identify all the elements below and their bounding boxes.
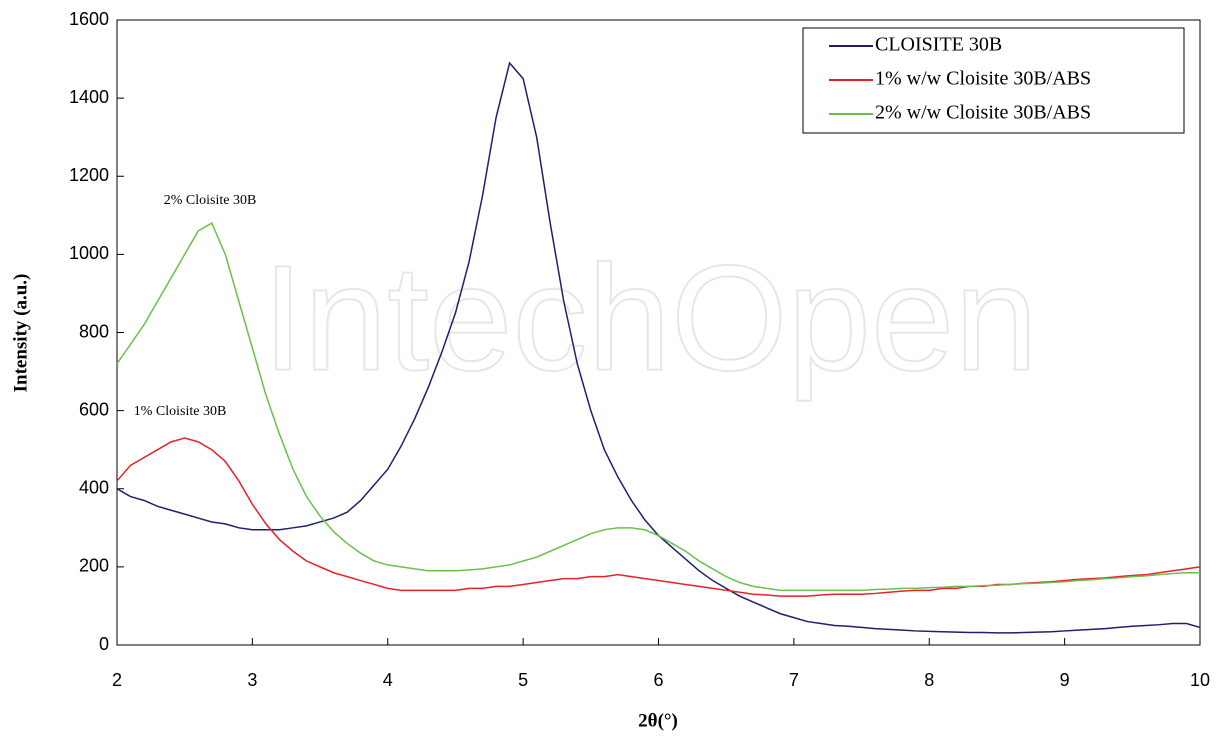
x-tick-label: 10 — [1190, 670, 1210, 690]
legend-label: CLOISITE 30B — [875, 34, 1002, 56]
y-tick-label: 0 — [99, 634, 109, 654]
watermark: IntechOpen — [262, 234, 1038, 402]
y-tick-label: 200 — [79, 556, 109, 576]
y-tick-label: 400 — [79, 478, 109, 498]
y-tick-label: 800 — [79, 321, 109, 341]
annotation: 2% Cloisite 30B — [164, 193, 257, 208]
x-tick-label: 4 — [383, 670, 393, 690]
x-tick-label: 9 — [1060, 670, 1070, 690]
legend-label: 1% w/w Cloisite 30B/ABS — [875, 68, 1091, 90]
y-tick-label: 600 — [79, 399, 109, 419]
x-tick-label: 8 — [924, 670, 934, 690]
x-tick-label: 2 — [112, 670, 122, 690]
series-line — [116, 222, 1200, 592]
y-tick-label: 1200 — [69, 165, 109, 185]
x-tick-label: 3 — [247, 670, 257, 690]
series-line — [116, 437, 1201, 597]
y-axis-label: Intensity (a.u.) — [10, 274, 31, 393]
x-tick-label: 7 — [789, 670, 799, 690]
legend-label: 2% w/w Cloisite 30B/ABS — [875, 102, 1091, 124]
x-tick-label: 6 — [653, 670, 663, 690]
y-tick-label: 1400 — [69, 87, 109, 107]
x-tick-label: 5 — [518, 670, 528, 690]
y-tick-label: 1000 — [69, 243, 109, 263]
annotation: 1% Cloisite 30B — [134, 404, 227, 419]
y-tick-label: 1600 — [69, 9, 109, 29]
x-axis-label: 2θ(°) — [638, 710, 678, 731]
